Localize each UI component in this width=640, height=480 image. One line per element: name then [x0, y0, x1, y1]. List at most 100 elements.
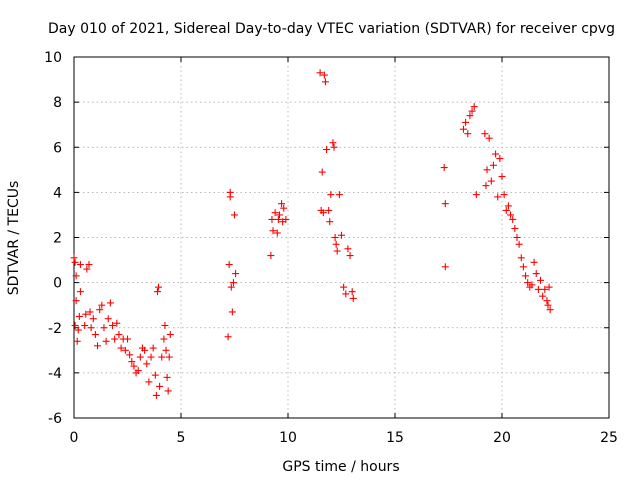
- data-point: [271, 209, 279, 217]
- data-point: [515, 240, 523, 248]
- data-point: [158, 353, 166, 361]
- data-point: [76, 288, 84, 296]
- data-point: [331, 234, 339, 241]
- data-point: [141, 346, 149, 354]
- data-point: [541, 285, 549, 293]
- data-point: [74, 326, 82, 334]
- x-tick-label: 5: [177, 430, 186, 446]
- data-point: [111, 335, 119, 343]
- data-point: [70, 254, 78, 262]
- data-point: [104, 315, 112, 323]
- y-tick-label: -4: [48, 366, 62, 382]
- data-point: [464, 130, 472, 138]
- data-point: [136, 353, 144, 361]
- data-point: [71, 321, 79, 329]
- data-point: [335, 191, 343, 199]
- data-point: [115, 331, 123, 339]
- data-point: [483, 166, 491, 174]
- data-point: [126, 351, 134, 359]
- data-point: [128, 358, 136, 366]
- y-tick-label: 2: [53, 231, 62, 247]
- data-point: [278, 200, 286, 208]
- x-tick-labels: 0 5 10 15 20 25: [70, 430, 618, 446]
- data-point: [124, 335, 131, 343]
- data-point: [134, 367, 142, 375]
- data-point: [492, 150, 500, 158]
- data-point: [71, 258, 79, 266]
- data-point: [151, 371, 159, 379]
- data-point: [338, 231, 345, 239]
- data-point: [502, 206, 510, 214]
- data-point: [494, 193, 502, 201]
- data-point: [149, 344, 157, 352]
- data-point: [349, 294, 357, 302]
- data-point: [534, 285, 542, 293]
- data-point: [91, 331, 99, 339]
- data-point: [225, 261, 233, 269]
- data-point: [75, 312, 83, 320]
- axis-ticks: [73, 56, 610, 419]
- data-point: [462, 118, 470, 126]
- data-point: [325, 206, 333, 214]
- data-point: [517, 254, 525, 262]
- data-point: [275, 211, 283, 219]
- data-point: [106, 299, 114, 307]
- data-point: [130, 362, 138, 370]
- data-point: [228, 308, 236, 316]
- data-point: [162, 346, 170, 354]
- data-point: [489, 161, 497, 169]
- data-points: [70, 69, 554, 399]
- data-point: [487, 177, 495, 185]
- data-point: [117, 344, 125, 352]
- data-point: [500, 191, 508, 199]
- data-point: [466, 112, 474, 120]
- data-point: [231, 211, 238, 219]
- data-point: [102, 337, 110, 345]
- data-point: [166, 331, 174, 339]
- data-point: [513, 234, 521, 241]
- data-point: [507, 211, 515, 219]
- y-tick-label: 8: [53, 95, 62, 111]
- data-point: [269, 227, 277, 235]
- data-point: [86, 308, 94, 316]
- data-point: [340, 283, 348, 291]
- data-point: [333, 247, 341, 255]
- data-point: [164, 387, 172, 395]
- data-point: [342, 290, 350, 298]
- data-point: [530, 258, 538, 266]
- data-point: [344, 245, 352, 253]
- data-point: [165, 353, 173, 361]
- data-point: [76, 261, 84, 269]
- data-point: [160, 335, 168, 343]
- data-point: [441, 200, 449, 208]
- data-point: [121, 346, 129, 354]
- data-point: [227, 283, 235, 291]
- data-point: [98, 301, 106, 309]
- data-point: [96, 306, 104, 314]
- data-point: [330, 143, 338, 151]
- y-tick-label: -6: [48, 411, 62, 427]
- data-point: [329, 139, 337, 147]
- data-point: [327, 191, 335, 199]
- data-point: [537, 276, 545, 284]
- data-point: [73, 337, 81, 345]
- data-point: [89, 315, 97, 323]
- data-point: [280, 204, 288, 212]
- data-point: [147, 353, 155, 361]
- data-point: [94, 342, 102, 350]
- data-point: [346, 252, 354, 260]
- data-point: [496, 155, 504, 163]
- data-point: [504, 202, 512, 210]
- data-point: [85, 261, 93, 269]
- data-point: [472, 191, 480, 199]
- data-point: [441, 263, 449, 271]
- data-point: [481, 130, 489, 138]
- data-point: [468, 107, 476, 115]
- data-point: [319, 209, 327, 217]
- data-point: [229, 279, 237, 287]
- data-point: [332, 240, 340, 248]
- x-tick-label: 10: [279, 430, 297, 446]
- data-point: [145, 378, 153, 386]
- data-point: [348, 288, 356, 296]
